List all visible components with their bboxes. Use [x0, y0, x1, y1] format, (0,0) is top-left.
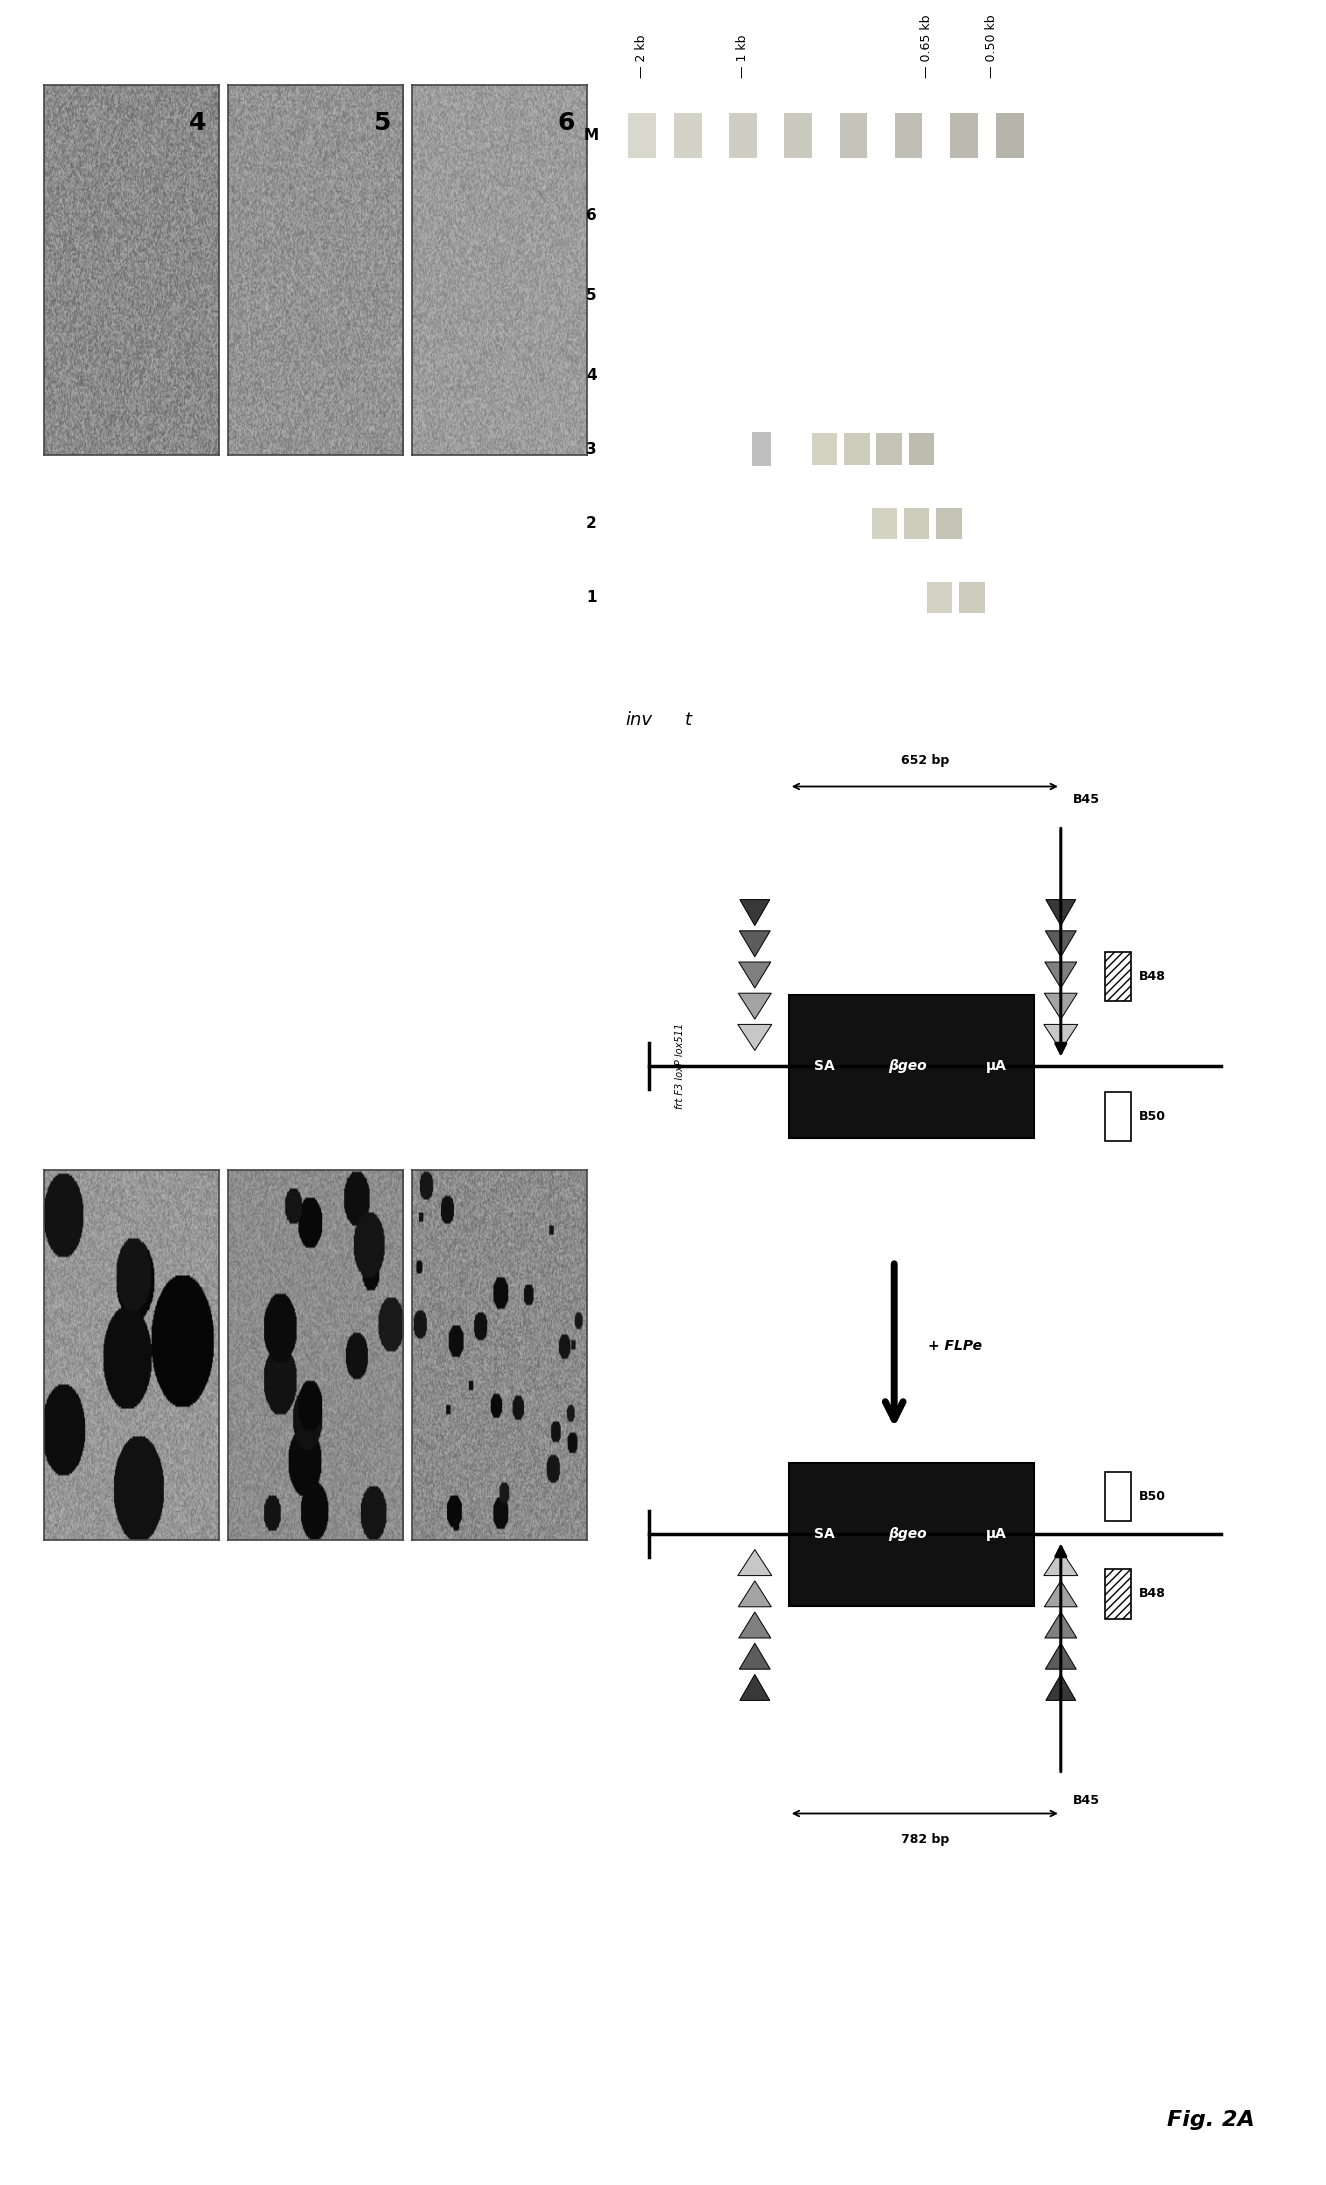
Polygon shape	[737, 1025, 772, 1051]
Polygon shape	[1045, 1643, 1077, 1669]
Text: — 2 kb: — 2 kb	[635, 35, 648, 79]
Bar	[1105, 1092, 1131, 1141]
Text: + FLPe: + FLPe	[928, 1339, 983, 1353]
Text: 1: 1	[586, 590, 597, 605]
Bar	[752, 433, 770, 465]
Polygon shape	[1044, 1549, 1078, 1575]
Bar	[674, 114, 701, 157]
Bar	[904, 507, 930, 540]
Text: µA: µA	[985, 1060, 1006, 1073]
Bar	[845, 433, 870, 465]
Bar	[839, 114, 867, 157]
Text: B48: B48	[1139, 1586, 1166, 1599]
Text: B48: B48	[1139, 970, 1166, 983]
Bar	[1105, 953, 1131, 1001]
Text: Fig. 2A: Fig. 2A	[1167, 2111, 1254, 2130]
Text: M: M	[583, 129, 599, 142]
Bar	[908, 433, 934, 465]
Bar	[876, 433, 902, 465]
Polygon shape	[740, 931, 770, 957]
Polygon shape	[1046, 1674, 1075, 1700]
Text: B45: B45	[1073, 1794, 1101, 1807]
Bar	[949, 114, 977, 157]
Polygon shape	[739, 1613, 770, 1639]
Text: 4: 4	[190, 111, 207, 135]
Polygon shape	[1046, 900, 1075, 926]
Bar	[789, 1462, 1033, 1606]
Bar	[729, 114, 757, 157]
Text: 4: 4	[586, 367, 597, 382]
Text: — 0.50 kb: — 0.50 kb	[985, 15, 998, 79]
Polygon shape	[740, 1674, 770, 1700]
Text: 3: 3	[586, 441, 597, 457]
Bar	[812, 433, 837, 465]
Bar	[936, 507, 961, 540]
Bar	[927, 581, 952, 614]
Bar	[996, 114, 1024, 157]
Bar	[789, 994, 1033, 1138]
Polygon shape	[1045, 1613, 1077, 1639]
Polygon shape	[739, 1580, 772, 1606]
Polygon shape	[740, 900, 770, 926]
Polygon shape	[1045, 994, 1077, 1018]
Polygon shape	[1045, 931, 1077, 957]
Text: B45: B45	[1073, 793, 1101, 806]
Polygon shape	[737, 1549, 772, 1575]
Text: B50: B50	[1139, 1110, 1166, 1123]
Text: frt F3 loxP lox511: frt F3 loxP lox511	[675, 1023, 686, 1110]
Text: µA: µA	[985, 1527, 1006, 1540]
Text: B50: B50	[1139, 1490, 1166, 1503]
Text: SA: SA	[814, 1527, 834, 1540]
Text: 652 bp: 652 bp	[900, 754, 949, 767]
Bar	[871, 507, 898, 540]
Polygon shape	[1045, 1580, 1077, 1606]
Text: — 1 kb: — 1 kb	[736, 35, 749, 79]
Text: inv: inv	[625, 710, 652, 730]
Text: 782 bp: 782 bp	[900, 1833, 949, 1846]
Polygon shape	[739, 961, 770, 988]
Bar	[629, 114, 655, 157]
Polygon shape	[740, 1643, 770, 1669]
Text: βgeo: βgeo	[888, 1060, 927, 1073]
Polygon shape	[1044, 1025, 1078, 1051]
Bar	[895, 114, 923, 157]
Text: 6: 6	[557, 111, 574, 135]
Bar	[785, 114, 812, 157]
Bar	[959, 581, 984, 614]
Text: SA: SA	[814, 1060, 834, 1073]
Polygon shape	[739, 994, 772, 1018]
Text: 5: 5	[374, 111, 391, 135]
Bar	[1105, 1569, 1131, 1619]
Text: 2: 2	[586, 516, 597, 531]
Text: — 0.65 kb: — 0.65 kb	[920, 15, 934, 79]
Bar	[1105, 1473, 1131, 1521]
Text: 6: 6	[586, 208, 597, 223]
Text: t: t	[686, 710, 692, 730]
Polygon shape	[1045, 961, 1077, 988]
Text: 5: 5	[586, 288, 597, 304]
Text: βgeo: βgeo	[888, 1527, 927, 1540]
